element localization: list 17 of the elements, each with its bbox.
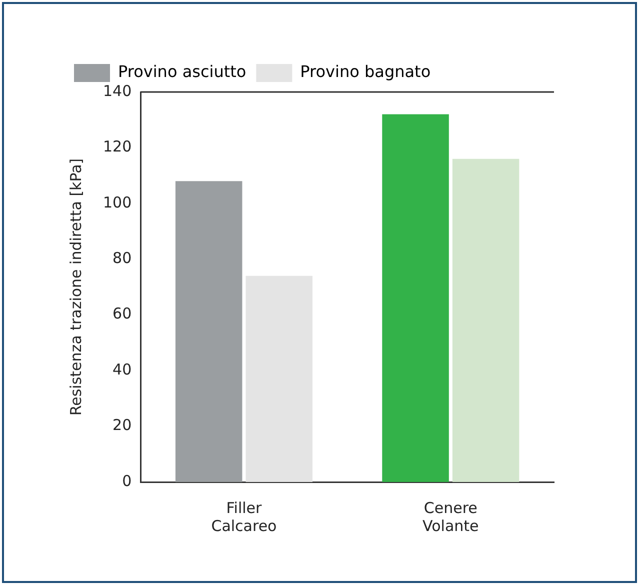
- bar: [175, 181, 242, 482]
- bar: [452, 158, 520, 482]
- legend-label: Provino asciutto: [118, 62, 246, 82]
- y-tick-label: 0: [122, 472, 132, 490]
- y-axis-title: Resistenza trazione indiretta [kPa]: [66, 158, 85, 416]
- y-tick-label: 60: [112, 304, 132, 323]
- y-tick-label: 120: [102, 138, 132, 156]
- y-tick-label: 40: [112, 360, 132, 378]
- y-tick-label: 80: [112, 249, 132, 268]
- y-tick-label: 20: [112, 416, 132, 434]
- legend-label: Provino bagnato: [300, 62, 431, 82]
- bar: [246, 276, 312, 482]
- y-tick-label: 140: [102, 82, 132, 100]
- x-tick-label: Cenere Volante: [422, 498, 479, 535]
- x-tick-label: Filler Calcareo: [211, 498, 277, 535]
- bar: [382, 114, 449, 482]
- y-tick-label: 100: [102, 193, 132, 212]
